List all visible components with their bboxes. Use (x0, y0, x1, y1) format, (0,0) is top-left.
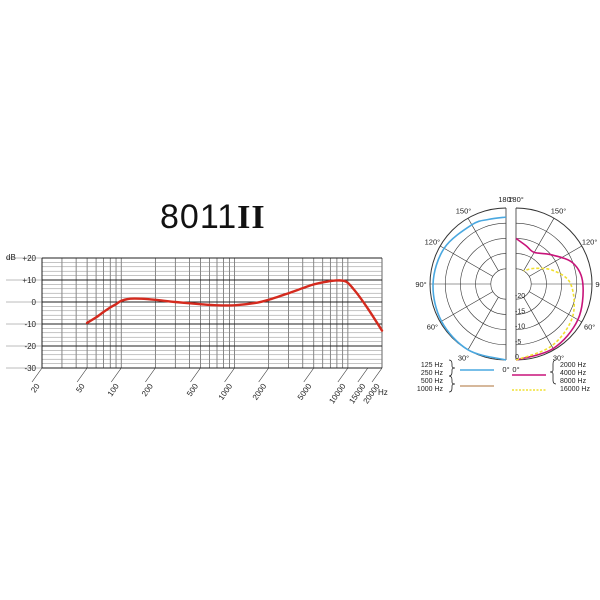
frequency-series (85, 279, 384, 332)
legend-label: 2000 Hz (560, 362, 587, 369)
polar-spoke (523, 297, 555, 350)
polar-radial-label: -10 (515, 324, 525, 331)
polar-angle-label: 90° (595, 280, 600, 289)
polar-angle-label: 0° (502, 365, 509, 374)
polar-radial-label: -5 (515, 339, 521, 346)
frequency-response-curve (85, 279, 384, 332)
legend-label: 1000 Hz (417, 386, 444, 393)
frequency-x-axis-label: Hz (378, 388, 388, 397)
x-tick-mark (76, 367, 88, 383)
legend-brace (549, 359, 557, 385)
polar-spoke (529, 291, 582, 323)
polar-angle-label: 30° (553, 354, 564, 363)
polar-angle-label: 60° (584, 323, 595, 332)
polar-radial-label: -20 (515, 293, 525, 300)
polar-series (432, 216, 584, 361)
polar-angle-label: 120° (582, 238, 598, 247)
y-tick-label: +20 (22, 254, 36, 263)
x-tick-mark (357, 367, 369, 383)
y-tick-label: 0 (32, 298, 37, 307)
polar-angle-label: 120° (425, 238, 441, 247)
polar-ring (490, 268, 507, 300)
model-number: 8011 (160, 198, 238, 236)
legend-label: 250 Hz (421, 370, 444, 377)
y-tick-label: +10 (22, 276, 36, 285)
polar-angle-label: 150° (551, 206, 567, 215)
legend-label: 8000 Hz (560, 378, 587, 385)
x-tick-mark (303, 367, 315, 383)
y-tick-label: -10 (24, 320, 36, 329)
polar-radial-label: 0 (515, 354, 519, 361)
x-tick-mark (145, 367, 156, 383)
polar-ring (515, 268, 532, 300)
polar-curve (432, 216, 507, 361)
chart-title: 8011II (160, 198, 266, 237)
polar-spoke (440, 245, 493, 277)
polar-curve (515, 237, 584, 361)
legend-brace (448, 375, 456, 393)
x-tick-mark (110, 367, 122, 383)
polar-radial-label: -15 (515, 308, 525, 315)
legend-label: 4000 Hz (560, 370, 587, 377)
polar-angle-label: 90° (415, 280, 426, 289)
x-tick-mark (224, 367, 235, 383)
polar-angle-label: 180° (498, 195, 514, 204)
legend-label: 125 Hz (421, 362, 444, 369)
frequency-y-ticks: +20 +10 0 -10 -20 -30 (6, 254, 42, 373)
polar-spoke (467, 218, 499, 271)
x-tick-mark (371, 367, 383, 383)
polar-labels: 0°0° 30° 30° 60° 60° 90° 90° 120° 120° 150° 150° 18… (415, 195, 600, 374)
polar-angle-label: 150° (456, 206, 472, 215)
polar-angle-label: 60° (427, 323, 438, 332)
polar-spoke (440, 291, 493, 323)
polar-spoke (529, 245, 582, 277)
polar-angle-label: 0° (512, 365, 519, 374)
y-tick-label: -30 (24, 364, 36, 373)
model-roman-numeral: II (237, 199, 266, 236)
legend-label: 500 Hz (421, 378, 444, 385)
polar-spoke (467, 297, 499, 350)
polar-angle-label: 30° (458, 354, 469, 363)
x-tick-mark (337, 367, 349, 383)
polar-spoke (523, 218, 555, 271)
polar-grid (429, 207, 593, 361)
polar-angle-label: 180° (508, 195, 524, 204)
legend-label: 16000 Hz (560, 386, 590, 393)
frequency-grid (41, 257, 383, 369)
x-tick-mark (31, 367, 43, 383)
y-tick-label: -20 (24, 342, 36, 351)
legend-brace (448, 359, 456, 377)
x-tick-mark (190, 367, 201, 383)
frequency-y-axis-label: dB (6, 253, 16, 262)
x-tick-mark (258, 367, 269, 383)
